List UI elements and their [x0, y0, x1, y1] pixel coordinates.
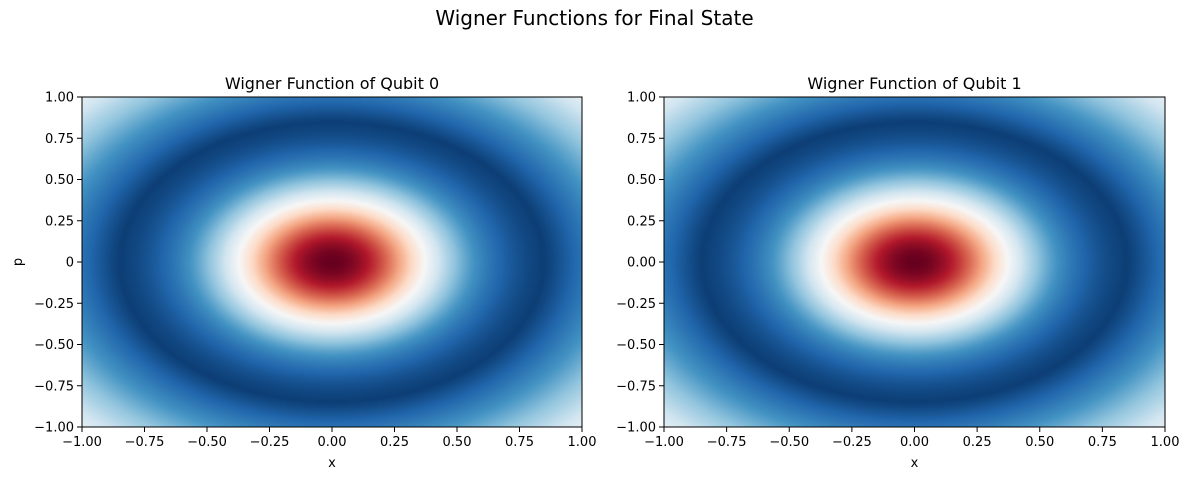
x-tick-label: 0.25 — [380, 435, 409, 450]
y-tick-label: 0.75 — [627, 132, 656, 147]
y-axis-label: p — [11, 258, 26, 266]
y-tick-label: −0.25 — [616, 297, 656, 312]
y-tick-label: −0.75 — [34, 379, 74, 394]
x-tick-label: 0.50 — [1025, 435, 1054, 450]
y-tick-label: 0.50 — [627, 173, 656, 188]
x-axis-label: x — [328, 456, 336, 471]
subplot-qubit-0: Wigner Function of Qubit 0 −1.00 −0.75 −0.5… — [11, 74, 596, 471]
x-tick-label: 1.00 — [1151, 435, 1180, 450]
x-tick-label: −0.50 — [769, 435, 809, 450]
y-tick-label: 0.00 — [627, 256, 656, 271]
x-tick-label: 0.75 — [505, 435, 534, 450]
x-axis-label: x — [911, 456, 919, 471]
y-tick-label: −0.75 — [616, 379, 656, 394]
y-tick-label: 0.25 — [627, 214, 656, 229]
y-tick-label: 1.00 — [627, 91, 656, 106]
y-tick-label: 0.25 — [45, 214, 74, 229]
x-tick-label: −0.50 — [187, 435, 227, 450]
x-tick-label: −1.00 — [644, 435, 684, 450]
wigner-heatmap — [664, 97, 1165, 427]
x-tick-label: −0.25 — [832, 435, 872, 450]
x-tick-label: 0.25 — [963, 435, 992, 450]
y-tick-label: −1.00 — [34, 421, 74, 436]
y-tick-label: 1.00 — [45, 91, 74, 106]
y-tick-label: −0.50 — [34, 338, 74, 353]
y-tick-label: −0.25 — [34, 297, 74, 312]
subplot-title: Wigner Function of Qubit 0 — [225, 74, 439, 93]
x-tick-label: 0.00 — [318, 435, 347, 450]
subplot-qubit-1: Wigner Function of Qubit 1 −1.00 −0.75 −0.5… — [616, 74, 1179, 471]
y-tick-label: 0 — [66, 256, 74, 271]
x-tick-label: 0.50 — [443, 435, 472, 450]
x-tick-label: 0.00 — [900, 435, 929, 450]
wigner-heatmap — [82, 97, 582, 427]
x-tick-label: −0.25 — [250, 435, 290, 450]
y-tick-label: 0.75 — [45, 132, 74, 147]
subplot-title: Wigner Function of Qubit 1 — [807, 74, 1021, 93]
x-tick-label: −0.75 — [707, 435, 747, 450]
x-tick-label: 1.00 — [568, 435, 597, 450]
y-tick-label: 0.50 — [45, 173, 74, 188]
x-tick-label: −1.00 — [62, 435, 102, 450]
y-tick-label: −0.50 — [616, 338, 656, 353]
x-tick-label: −0.75 — [125, 435, 165, 450]
y-tick-label: −1.00 — [616, 421, 656, 436]
x-tick-label: 0.75 — [1088, 435, 1117, 450]
figure-suptitle: Wigner Functions for Final State — [435, 6, 753, 30]
